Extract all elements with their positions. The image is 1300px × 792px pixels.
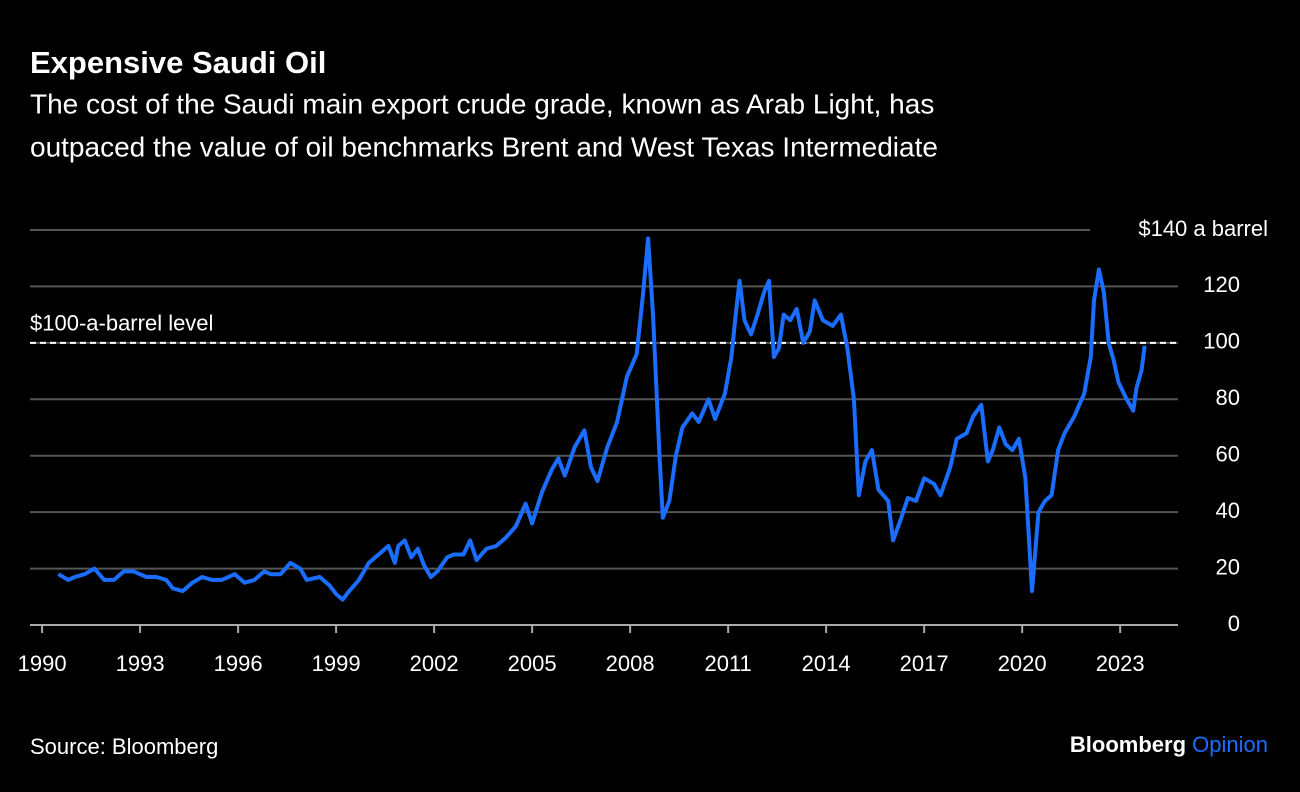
- chart-subtitle: The cost of the Saudi main export crude …: [30, 88, 934, 119]
- x-tick-label: 2023: [1096, 651, 1145, 676]
- y-tick-label: 0: [1228, 611, 1240, 636]
- x-tick-label: 2014: [802, 651, 851, 676]
- y-tick-label: 20: [1216, 554, 1240, 579]
- brand: Bloomberg Opinion: [1070, 732, 1268, 757]
- y-tick-label: 80: [1216, 385, 1240, 410]
- x-tick-label: 1996: [214, 651, 263, 676]
- source: Source: Bloomberg: [30, 734, 218, 759]
- x-tick-label: 2017: [900, 651, 949, 676]
- x-tick-label: 2008: [606, 651, 655, 676]
- x-tick-label: 2020: [998, 651, 1047, 676]
- brand-opinion: Opinion: [1192, 732, 1268, 757]
- x-tick-label: 1993: [116, 651, 165, 676]
- x-tick-label: 2011: [704, 651, 751, 676]
- y-tick-label: 100: [1203, 329, 1240, 354]
- x-tick-label: 2002: [410, 651, 459, 676]
- brand-name: Bloomberg: [1070, 732, 1186, 757]
- price-line: [57, 236, 1147, 602]
- x-tick-label: 2005: [508, 651, 557, 676]
- x-tick-label: 1990: [18, 651, 67, 676]
- reference-label: $100-a-barrel level: [30, 311, 213, 336]
- y-tick-label: 60: [1216, 442, 1240, 467]
- y-tick-label: 120: [1203, 272, 1240, 297]
- y-tick-label: 40: [1216, 498, 1240, 523]
- y-tick-label: $140 a barrel: [1138, 216, 1268, 241]
- chart-subtitle: outpaced the value of oil benchmarks Bre…: [30, 131, 938, 162]
- chart-title: Expensive Saudi Oil: [30, 45, 326, 80]
- x-tick-label: 1999: [312, 651, 361, 676]
